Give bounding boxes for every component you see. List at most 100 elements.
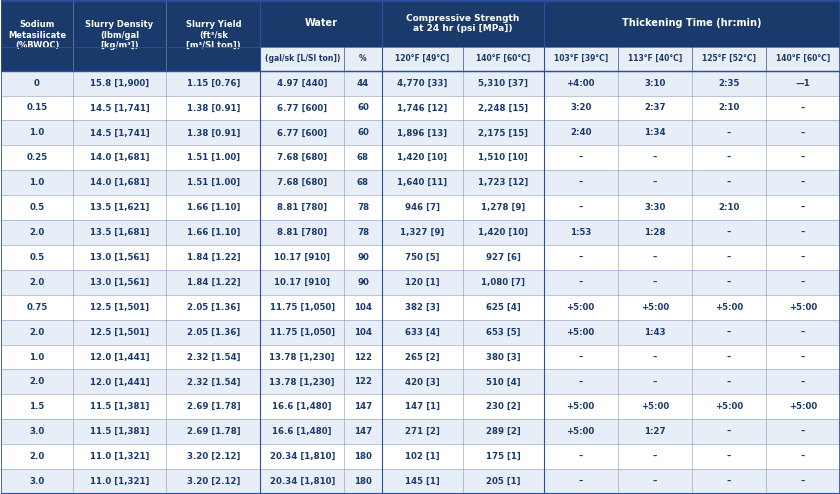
Bar bbox=[2, 419, 72, 444]
Text: –: – bbox=[579, 203, 583, 212]
Text: 1.0: 1.0 bbox=[29, 353, 45, 362]
Bar bbox=[260, 370, 344, 394]
Bar bbox=[166, 195, 260, 220]
Text: 78: 78 bbox=[357, 203, 369, 212]
Bar bbox=[617, 170, 692, 195]
Bar bbox=[260, 0, 381, 47]
Bar bbox=[344, 444, 381, 469]
Text: 1,420 [10]: 1,420 [10] bbox=[397, 153, 447, 163]
Bar bbox=[2, 95, 72, 121]
Text: –: – bbox=[801, 104, 806, 113]
Bar bbox=[166, 95, 260, 121]
Bar bbox=[344, 95, 381, 121]
Bar bbox=[166, 245, 260, 270]
Text: –: – bbox=[801, 178, 806, 187]
Bar bbox=[260, 220, 344, 245]
Text: 68: 68 bbox=[357, 178, 369, 187]
Bar bbox=[166, 370, 260, 394]
Bar bbox=[766, 270, 840, 295]
Bar bbox=[2, 121, 72, 145]
Bar bbox=[617, 195, 692, 220]
Bar bbox=[72, 469, 166, 494]
Bar bbox=[72, 270, 166, 295]
Bar bbox=[543, 71, 617, 95]
Text: 2.69 [1.78]: 2.69 [1.78] bbox=[186, 427, 240, 436]
Text: –: – bbox=[801, 203, 806, 212]
Bar bbox=[166, 71, 260, 95]
Bar bbox=[692, 270, 766, 295]
Bar bbox=[72, 370, 166, 394]
Text: 1.84 [1.22]: 1.84 [1.22] bbox=[186, 253, 240, 262]
Text: +5:00: +5:00 bbox=[641, 402, 669, 412]
Text: 11.5 [1,381]: 11.5 [1,381] bbox=[90, 402, 150, 412]
Bar bbox=[381, 170, 463, 195]
Text: 1.0: 1.0 bbox=[29, 128, 45, 137]
Text: 180: 180 bbox=[354, 477, 372, 486]
Text: –: – bbox=[579, 178, 583, 187]
Bar bbox=[692, 345, 766, 370]
Bar bbox=[72, 320, 166, 345]
Bar bbox=[2, 145, 72, 170]
Text: 20.34 [1,810]: 20.34 [1,810] bbox=[270, 477, 335, 486]
Text: 16.6 [1,480]: 16.6 [1,480] bbox=[272, 402, 332, 412]
Bar bbox=[2, 394, 72, 419]
Bar bbox=[617, 270, 692, 295]
Text: 145 [1]: 145 [1] bbox=[405, 477, 439, 486]
Bar bbox=[543, 394, 617, 419]
Text: –: – bbox=[727, 477, 731, 486]
Bar bbox=[260, 270, 344, 295]
Bar bbox=[260, 320, 344, 345]
Bar bbox=[463, 47, 543, 71]
Bar bbox=[463, 295, 543, 320]
Bar bbox=[463, 469, 543, 494]
Bar bbox=[617, 295, 692, 320]
Text: 0.15: 0.15 bbox=[26, 104, 48, 113]
Bar bbox=[166, 170, 260, 195]
Bar bbox=[543, 47, 617, 71]
Text: 2.05 [1.36]: 2.05 [1.36] bbox=[186, 303, 240, 312]
Text: –: – bbox=[727, 377, 731, 386]
Bar bbox=[381, 71, 463, 95]
Text: 1,080 [7]: 1,080 [7] bbox=[481, 278, 525, 287]
Bar bbox=[72, 345, 166, 370]
Bar bbox=[766, 170, 840, 195]
Bar bbox=[692, 220, 766, 245]
Text: 1:28: 1:28 bbox=[644, 228, 665, 237]
Bar bbox=[617, 47, 692, 71]
Bar bbox=[463, 394, 543, 419]
Text: 147: 147 bbox=[354, 427, 372, 436]
Text: 1.51 [1.00]: 1.51 [1.00] bbox=[186, 178, 240, 187]
Text: 15.8 [1,900]: 15.8 [1,900] bbox=[90, 79, 149, 87]
Bar bbox=[692, 370, 766, 394]
Text: 0.75: 0.75 bbox=[26, 303, 48, 312]
Bar bbox=[463, 419, 543, 444]
Text: 13.5 [1,681]: 13.5 [1,681] bbox=[90, 228, 150, 237]
Text: 44: 44 bbox=[357, 79, 369, 87]
Bar bbox=[166, 394, 260, 419]
Bar bbox=[72, 295, 166, 320]
Bar bbox=[2, 469, 72, 494]
Bar bbox=[692, 469, 766, 494]
Text: 1.66 [1.10]: 1.66 [1.10] bbox=[186, 203, 240, 212]
Bar bbox=[166, 220, 260, 245]
Text: 3.20 [2.12]: 3.20 [2.12] bbox=[186, 477, 240, 486]
Text: Compressive Strength
at 24 hr (psi [MPa]): Compressive Strength at 24 hr (psi [MPa]… bbox=[406, 14, 519, 33]
Text: 2.32 [1.54]: 2.32 [1.54] bbox=[186, 353, 240, 362]
Bar bbox=[543, 370, 617, 394]
Text: –: – bbox=[653, 278, 657, 287]
Text: –: – bbox=[727, 178, 731, 187]
Bar bbox=[344, 320, 381, 345]
Text: 2.0: 2.0 bbox=[29, 328, 45, 336]
Text: 750 [5]: 750 [5] bbox=[405, 253, 439, 262]
Bar bbox=[543, 270, 617, 295]
Text: 103°F [39°C]: 103°F [39°C] bbox=[554, 54, 608, 63]
Bar bbox=[766, 220, 840, 245]
Bar bbox=[617, 71, 692, 95]
Text: 20.34 [1,810]: 20.34 [1,810] bbox=[270, 452, 335, 461]
Text: 1.15 [0.76]: 1.15 [0.76] bbox=[186, 79, 240, 87]
Bar bbox=[692, 145, 766, 170]
Text: +5:00: +5:00 bbox=[567, 303, 595, 312]
Text: 1.38 [0.91]: 1.38 [0.91] bbox=[186, 104, 240, 113]
Text: +5:00: +5:00 bbox=[567, 402, 595, 412]
Text: 1.38 [0.91]: 1.38 [0.91] bbox=[186, 128, 240, 137]
